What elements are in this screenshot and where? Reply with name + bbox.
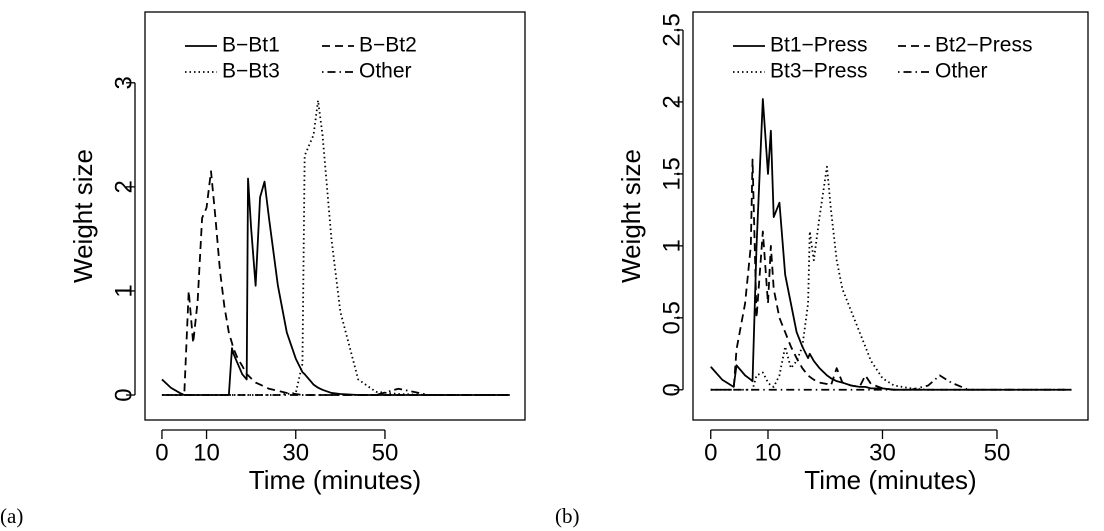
y-axis-title: Weight size	[616, 149, 646, 283]
y-tick-label: 2.5	[658, 13, 685, 46]
x-tick-label: 0	[155, 439, 168, 466]
y-tick-label: 0	[658, 383, 685, 396]
legend-label: Bt3−Press	[770, 60, 867, 83]
legend-label: B−Bt3	[222, 60, 280, 83]
x-tick-label: 10	[193, 439, 220, 466]
caption: (a)	[0, 504, 23, 528]
data-line	[710, 158, 1072, 391]
data-line	[710, 374, 1072, 391]
x-tick-label: 30	[869, 439, 896, 466]
y-tick-label: 1.5	[658, 157, 685, 190]
y-tick-label: 2	[110, 180, 137, 193]
y-axis-title: Weight size	[68, 149, 98, 283]
legend-label: Bt2−Press	[935, 34, 1032, 57]
y-tick-label: 0	[110, 388, 137, 401]
y-tick-label: 0.5	[658, 301, 685, 334]
plot-frame	[692, 11, 1089, 421]
y-tick-label: 1	[658, 239, 685, 252]
y-tick-label: 3	[110, 76, 137, 89]
x-axis-title: Time (minutes)	[804, 465, 976, 495]
data-line	[710, 98, 1072, 391]
legend-label: Other	[359, 60, 412, 83]
data-line	[710, 165, 1072, 391]
data-line	[161, 387, 510, 396]
x-tick-label: 10	[755, 439, 782, 466]
legend-label: B−Bt2	[359, 34, 417, 57]
x-tick-label: 50	[372, 439, 399, 466]
plot-frame	[144, 11, 526, 421]
data-line	[161, 170, 510, 396]
data-line	[161, 177, 510, 396]
legend-label: Other	[935, 60, 988, 83]
y-tick-label: 1	[110, 284, 137, 297]
x-tick-label: 0	[704, 439, 717, 466]
legend-label: Bt1−Press	[770, 34, 867, 57]
caption: (b)	[555, 504, 580, 528]
x-tick-label: 30	[282, 439, 309, 466]
legend-label: B−Bt1	[222, 34, 280, 57]
y-tick-label: 2	[658, 95, 685, 108]
data-line	[161, 99, 510, 396]
x-tick-label: 50	[984, 439, 1011, 466]
x-axis-title: Time (minutes)	[249, 465, 421, 495]
